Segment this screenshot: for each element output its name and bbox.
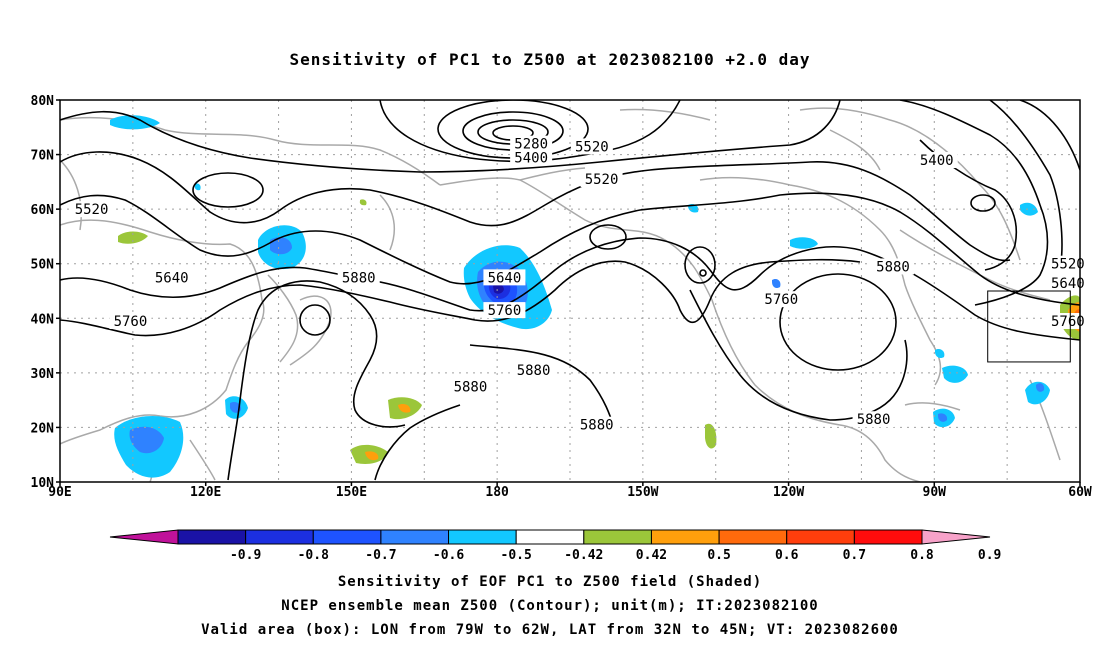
contour-label: 5880 [342,270,376,286]
lon-tick-label: 90E [48,485,71,500]
map-title: Sensitivity of PC1 to Z500 at 2023082100… [289,50,811,69]
colorbar-label: 0.6 [775,548,799,563]
contour-label-bg [512,362,555,379]
colorbar-segment [583,529,652,545]
contour-label: 5640 [488,270,522,286]
contour-label-bg [852,411,895,428]
lat-tick-label: 20N [31,421,55,436]
contour-label-bg [483,269,526,286]
colorbar-segment [177,529,247,545]
coastlines [60,107,1061,482]
colorbar-segment [448,529,517,545]
contour-label-bg [872,258,914,275]
colorbar-label: -0.42 [564,548,603,563]
contour-label: 5520 [1051,257,1085,273]
colorbar-label: -0.5 [501,548,532,563]
contour-label-bg [109,313,152,330]
lat-tick-label: 70N [31,149,55,164]
latitude-axis: 80N 70N 60N 50N 40N 30N 20N 10N [31,94,60,491]
contour-label-bg [1046,255,1089,272]
contour-label: 5760 [764,292,798,308]
colorbar-label: 0.7 [843,548,866,563]
contour-label: 5880 [580,418,614,434]
lon-tick-label: 120E [190,485,221,500]
lon-tick-label: 60W [1068,485,1092,500]
lon-tick-label: 120W [773,485,804,500]
contour-label-bg [915,152,958,169]
colorbar-label: 0.9 [978,548,1001,563]
contour-label: 5880 [857,412,891,428]
contour-label: 5400 [920,153,954,169]
lon-tick-label: 180 [485,485,509,500]
contour-label-bg [760,291,803,308]
colorbar-low-arrow [109,529,179,545]
colorbar-segment [380,529,450,545]
caption-line-2: NCEP ensemble mean Z500 (Contour); unit(… [281,598,819,614]
contour-label-bg [337,269,380,286]
contour-label-bg [483,302,526,319]
contour-label-bg [449,378,492,395]
lat-tick-label: 40N [31,312,55,327]
colorbar-high-arrow [921,529,991,545]
contour-label-bg [70,201,113,218]
plot-frame [59,99,1081,483]
contour-label-bg [580,171,623,188]
contour-label: 5880 [517,363,551,379]
colorbar-label: -0.7 [365,548,396,563]
lat-tick-label: 80N [31,94,55,109]
contour-label: 5760 [488,303,522,319]
contour-label: 5520 [585,172,619,188]
colorbar-label: -0.8 [298,548,329,563]
lon-tick-label: 150W [627,485,658,500]
colorbar-segment [515,529,585,545]
contour-label: 5400 [514,150,548,166]
contour-label: 5640 [155,270,189,286]
colorbar-label: 0.8 [910,548,934,563]
colorbar-segment [718,529,788,545]
colorbar-segment [786,529,855,545]
longitude-axis: 90E 120E 150E 180 150W 120W 90W 60W [48,482,1092,500]
colorbar-label: 0.5 [707,548,730,563]
lat-tick-label: 30N [31,367,55,382]
contour-label: 5520 [575,139,609,155]
valid-area-box [987,290,1071,363]
lat-tick-label: 10N [31,476,55,491]
caption-line-3: Valid area (box): LON from 79W to 62W, L… [201,622,899,638]
contour-label-bg [510,149,553,166]
colorbar-label: -0.6 [433,548,464,563]
contour-label-bg [1046,274,1089,291]
contour-label: 5760 [1051,314,1085,330]
contour-label-bg [1090,283,1100,299]
lon-tick-label: 90W [923,485,947,500]
lon-tick-label: 150E [336,485,367,500]
lat-tick-label: 60N [31,203,55,218]
contour-label: 5880 [876,259,910,275]
contour-label: 5880 [454,380,488,396]
contour-label-bg [575,416,618,433]
caption-line-1: Sensitivity of EOF PC1 to Z500 field (Sh… [337,574,763,590]
contour-label-bg [510,135,553,152]
lat-tick-label: 50N [31,258,55,273]
colorbar-segment [853,529,923,545]
colorbar-segment [245,529,314,545]
contour-label-bg [570,138,613,155]
contour-label-bg [1046,313,1089,330]
contour-label-bg [150,269,193,286]
colorbar-segment [312,529,382,545]
colorbar: -0.9 -0.8 -0.7 -0.6 -0.5 -0.42 0.42 0.5 0.6 0.7 0.… [109,529,1001,563]
contour-label: 5520 [75,202,109,218]
colorbar-segment [650,529,720,545]
contour-label: 5280 [514,137,548,153]
contour-label: 5760 [114,314,148,330]
contour-label: 5640 [1051,276,1085,292]
colorbar-label: -0.9 [230,548,261,563]
colorbar-label: 0.42 [636,548,667,563]
